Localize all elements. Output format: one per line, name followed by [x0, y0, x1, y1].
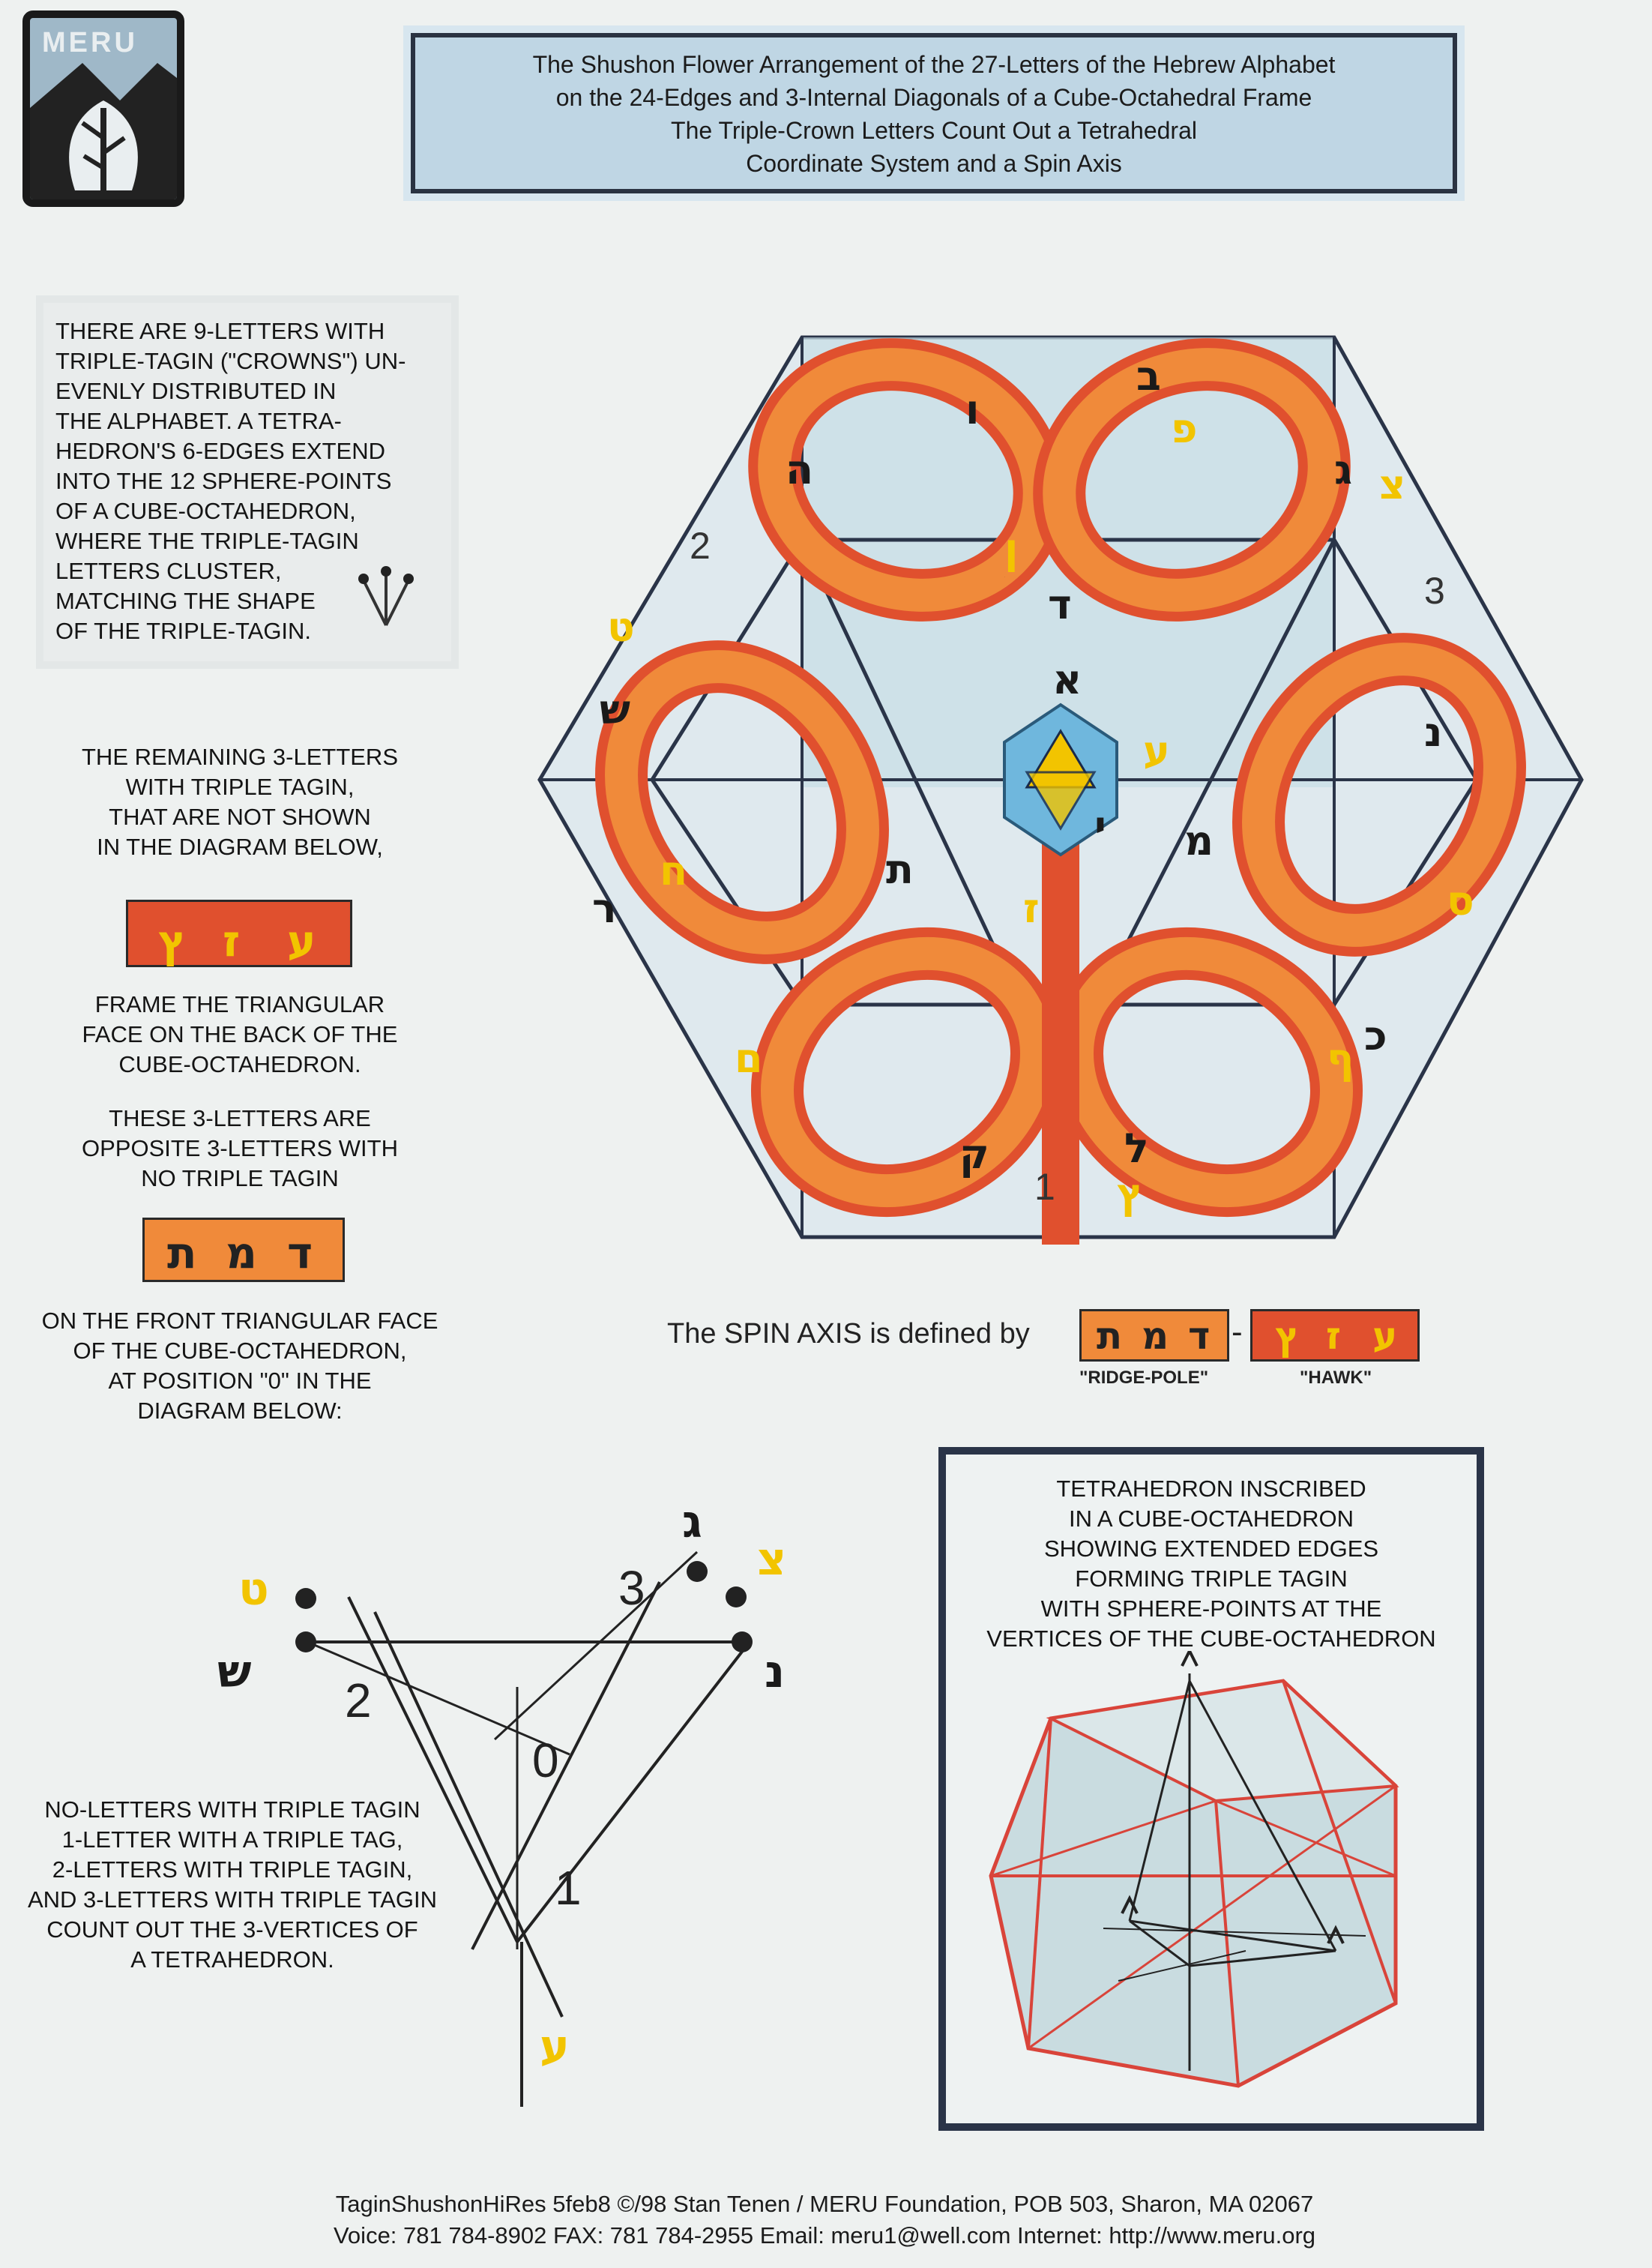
logo-text: MERU [42, 27, 138, 58]
diagram-number-3: 3 [1424, 570, 1445, 612]
letter-shin: ש [600, 686, 630, 733]
tetrahedron-count-diagram: 0 1 2 3 ט ש ג צ נ ע [217, 1496, 786, 2107]
spin-dash: - [1232, 1314, 1243, 1350]
title-line-3: The Triple-Crown Letters Count Out a Tet… [671, 117, 1197, 144]
letter-alef: א [1052, 656, 1082, 703]
meru-logo: MERU [22, 10, 184, 207]
tetra-number-3: 3 [618, 1561, 645, 1615]
tetra-number-2: 2 [345, 1673, 372, 1727]
letter-resh: ר [592, 885, 617, 932]
letter-nun: נ [1424, 709, 1442, 756]
hawk-label: "HAWK" [1300, 1368, 1372, 1388]
letter-final-kaf: ך [1004, 577, 1005, 578]
letter-yod: י [1094, 802, 1106, 849]
letter-tav: ת [886, 846, 914, 893]
intro-paragraph: THERE ARE 9-LETTERS WITH TRIPLE-TAGIN ("C… [55, 318, 406, 644]
letter-final-pe: ף [1327, 1035, 1354, 1082]
inset-box: TETRAHEDRON INSCRIBED IN A CUBE-OCTAHEDRO… [938, 1447, 1484, 2131]
footer-line-1: TaginShushonHiRes 5feb8 ©/98 Stan Tenen … [335, 2191, 1314, 2217]
ridge-pole-bar: ד מ ת [1079, 1309, 1229, 1362]
letter-het: ח [660, 847, 687, 894]
letter-ayin: ע [1143, 727, 1170, 774]
letter-pe: פ [1171, 405, 1198, 452]
letter-qof: ק [959, 1131, 989, 1178]
shushon-flower-diagram: א ב ג ד ה ו ז ח ט י כ ל מ נ ס ע פ צ ק ר … [537, 335, 1584, 1245]
tetra-letter-shin: ש [217, 1646, 252, 1698]
front-face-paragraph: ON THE FRONT TRIANGULAR FACE OF THE CUBE-… [41, 1308, 438, 1424]
letter-zayin: ז [1023, 885, 1040, 932]
letter-mem: מ [1184, 817, 1214, 864]
title-line-2: on the 24-Edges and 3-Internal Diagonals… [555, 84, 1312, 111]
footer-line-2: Voice: 781 784-8902 FAX: 781 784-2955 Em… [333, 2222, 1316, 2249]
hawk-bar: ע ז ץ [1250, 1309, 1420, 1362]
frame-paragraph: FRAME THE TRIANGULAR FACE ON THE BACK OF … [82, 991, 398, 1077]
letter-final-mem: ם [735, 1035, 763, 1082]
title-box: The Shushon Flower Arrangement of the 27… [411, 33, 1457, 193]
diagram-number-1: 1 [1034, 1166, 1055, 1208]
letter-tsadi: צ [1379, 461, 1405, 508]
tetra-letter-tsadi: צ [757, 1533, 786, 1586]
inset-caption: TETRAHEDRON INSCRIBED IN A CUBE-OCTAHEDRO… [986, 1476, 1436, 1652]
tetra-letter-tet: ט [238, 1563, 269, 1616]
note-box [43, 303, 451, 661]
letter-samekh: ס [1447, 877, 1474, 924]
spin-axis-text: The SPIN AXIS is defined by [667, 1318, 1030, 1350]
letter-final-tsadi: ץ [1117, 1170, 1144, 1217]
letter-kaf: כ [1364, 1012, 1387, 1059]
tetra-letter-nun: נ [765, 1646, 785, 1698]
letter-gimel: ג [1334, 446, 1352, 493]
letter-bet: ב [1136, 352, 1161, 400]
ridge-pole-label: "RIDGE-POLE" [1079, 1368, 1209, 1388]
opposite-paragraph: THESE 3-LETTERS ARE OPPOSITE 3-LETTERS WI… [82, 1105, 398, 1191]
tetra-letter-gimel: ג [682, 1496, 702, 1548]
diagram-number-2: 2 [690, 525, 711, 567]
cube-octahedron-diagram [989, 1651, 1399, 2088]
letter-tet: ט [607, 604, 635, 651]
count-paragraph: NO-LETTERS WITH TRIPLE TAGIN 1-LETTER WIT… [27, 1796, 438, 1973]
triple-tagin-icon [358, 566, 414, 626]
letter-dalet: ד [1048, 581, 1072, 628]
letter-vav: ו [965, 386, 980, 433]
remaining-paragraph: THE REMAINING 3-LETTERS WITH TRIPLE TAGIN… [82, 744, 398, 860]
letter-final-nun: ן [1004, 525, 1019, 572]
red-letter-bar: ע ז ץ [126, 900, 352, 967]
title-line-1: The Shushon Flower Arrangement of the 27… [532, 51, 1336, 78]
tetra-number-1: 1 [555, 1861, 582, 1915]
logo-tree-icon [30, 63, 177, 199]
letter-lamed: ל [1124, 1125, 1149, 1172]
title-line-4: Coordinate System and a Spin Axis [746, 150, 1122, 177]
tetra-number-0: 0 [532, 1733, 559, 1787]
letter-he: ה [786, 446, 813, 493]
orange-letter-bar: ד מ ת [142, 1218, 345, 1282]
tetra-letter-ayin: ע [540, 2021, 570, 2073]
